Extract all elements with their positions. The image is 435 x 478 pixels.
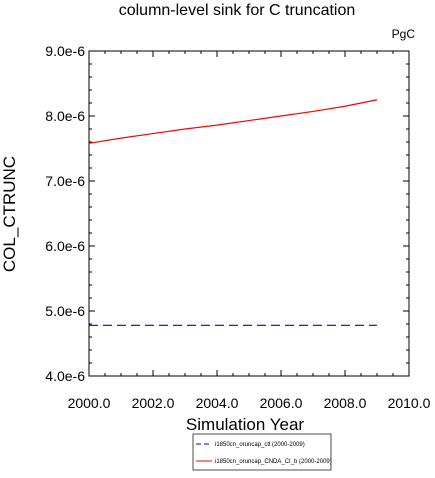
y-tick-label: 7.0e-6 xyxy=(45,173,85,189)
legend-label-2: i1850cn_oruncap_CNDA_CI_b (2000-2009) xyxy=(215,459,332,465)
units-label: PgC xyxy=(392,27,416,41)
x-axis-label: Simulation Year xyxy=(186,415,304,434)
y-tick-label: 9.0e-6 xyxy=(45,43,85,59)
x-tick-label: 2008.0 xyxy=(324,395,367,411)
y-tick-label: 4.0e-6 xyxy=(45,368,85,384)
legend-entries: i1850cn_oruncap_ctl (2000-2009) i1850cn_o… xyxy=(196,442,332,465)
chart-title: column-level sink for C truncation xyxy=(119,2,356,19)
axis-tick-labels: 2000.0 2002.0 2004.0 2006.0 2008.0 2010.0 4.0e… xyxy=(45,43,430,411)
y-tick-label: 8.0e-6 xyxy=(45,108,85,124)
series-line-2 xyxy=(88,99,378,144)
x-tick-label: 2006.0 xyxy=(260,395,303,411)
y-axis-label: COL_CTRUNC xyxy=(0,156,19,272)
y-tick-label: 6.0e-6 xyxy=(45,238,85,254)
x-tick-label: 2002.0 xyxy=(132,395,175,411)
axis-ticks xyxy=(88,50,410,377)
x-tick-label: 2004.0 xyxy=(196,395,239,411)
x-tick-label: 2010.0 xyxy=(388,395,431,411)
legend xyxy=(192,433,332,471)
x-tick-label: 2000.0 xyxy=(68,395,111,411)
legend-label-1: i1850cn_oruncap_ctl (2000-2009) xyxy=(215,442,305,448)
y-tick-label: 5.0e-6 xyxy=(45,303,85,319)
plot-frame xyxy=(88,50,410,377)
series-lines xyxy=(88,99,378,326)
